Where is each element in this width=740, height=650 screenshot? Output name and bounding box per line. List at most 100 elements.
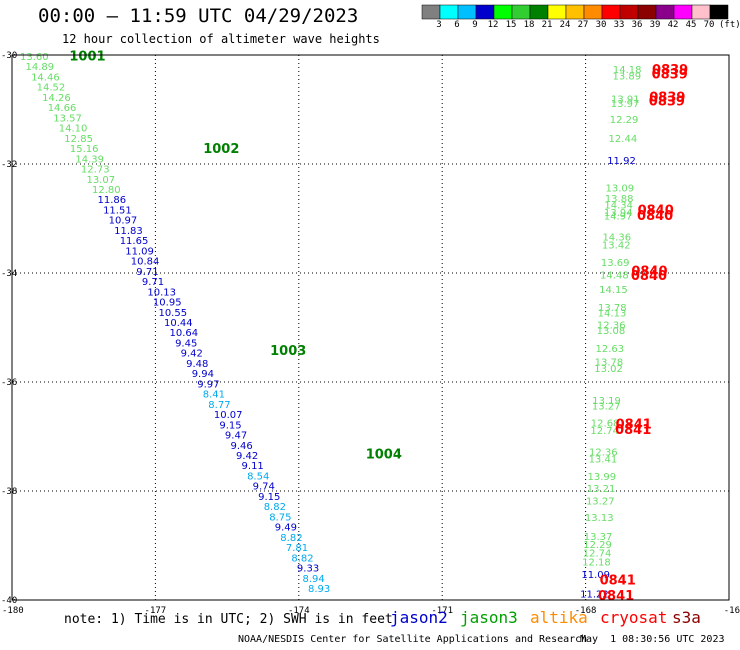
swh-value: 14.26 — [42, 93, 71, 104]
time-label: 0839 — [652, 67, 688, 82]
swh-value: 12.36 — [597, 321, 626, 332]
x-tick-label: -177 — [145, 606, 167, 616]
x-tick-label: -171 — [431, 606, 453, 616]
swh-value: 13.09 — [606, 183, 635, 194]
swh-value: 13.94 — [604, 208, 633, 219]
swh-value: 12.68 — [591, 419, 620, 430]
legend-label: 42 — [667, 20, 679, 30]
legend-swatch — [475, 4, 495, 20]
time-label: 1001 — [69, 49, 105, 64]
time-label: 0841 — [598, 589, 634, 604]
swh-value: 13.41 — [589, 455, 618, 466]
swh-value: 12.80 — [92, 185, 121, 196]
swh-value: 13.57 — [53, 113, 82, 124]
swh-value: 12.29 — [583, 540, 612, 551]
swh-value: 7.81 — [286, 543, 308, 554]
x-tick-label: -168 — [575, 606, 597, 616]
swh-value: 14.36 — [602, 232, 631, 243]
swh-value: 13.13 — [585, 513, 614, 524]
swh-value: 11.09 — [125, 246, 154, 257]
time-label: 0840 — [637, 209, 673, 224]
swh-value: 13.02 — [594, 364, 623, 375]
swh-value: 8.75 — [269, 512, 291, 523]
x-tick-label: -180 — [2, 606, 24, 616]
legend-label: 36 — [631, 20, 643, 30]
swh-value: 13.60 — [20, 52, 49, 63]
swh-value: 14.13 — [598, 309, 627, 320]
swh-value: 14.97 — [604, 212, 633, 223]
legend-swatch — [511, 4, 531, 20]
swh-value: 13.89 — [612, 72, 641, 83]
swh-value: 9.94 — [192, 369, 214, 380]
swh-value: 12.18 — [582, 558, 611, 569]
swh-value: 9.15 — [219, 420, 241, 431]
legend-swatch — [421, 4, 441, 20]
y-tick-label: -40 — [1, 596, 17, 606]
swh-value: 8.54 — [247, 471, 269, 482]
mission-jason2: jason2 — [390, 608, 448, 627]
axis-ticks: -180 -177 -174 -171 -168 -16 -30 -32 -34 -36 -38 -4… — [1, 51, 740, 616]
swh-value: 10.07 — [214, 410, 243, 421]
mission-cryosat: cryosat — [600, 608, 668, 627]
mission-jason3: jason3 — [460, 608, 518, 627]
time-label: 0840 — [631, 265, 667, 280]
time-label: 1004 — [366, 447, 402, 462]
swh-value: 9.71 — [136, 267, 158, 278]
legend-swatch — [457, 4, 477, 20]
legend-swatch — [619, 4, 639, 20]
legend-label: 15 — [505, 20, 517, 30]
swh-value: 10.95 — [153, 298, 182, 309]
y-tick-label: -30 — [1, 51, 17, 61]
y-tick-label: -36 — [1, 378, 17, 388]
swh-value: 13.19 — [592, 396, 621, 407]
x-tick-label: -16 — [724, 606, 740, 616]
swh-value: 10.55 — [158, 308, 187, 319]
legend-swatch — [583, 4, 603, 20]
legend-label: 21 — [541, 20, 553, 30]
swh-value: 8.82 — [280, 533, 302, 544]
time-label: 0841 — [600, 574, 636, 589]
swh-value: 13.42 — [602, 240, 631, 251]
legend-label: 70 — [703, 20, 715, 30]
swh-value: 11.51 — [103, 205, 132, 216]
swh-value: 8.41 — [203, 390, 225, 401]
footer-credit: NOAA/NESDIS Center for Satellite Applica… — [238, 634, 588, 645]
legend-swatch — [601, 4, 621, 20]
swh-value: 13.78 — [595, 358, 624, 369]
time-label: 1002 — [203, 142, 239, 157]
track-1-values: 13.6014.8914.4614.5214.2614.6613.5714.10… — [20, 49, 402, 595]
gridlines — [12, 55, 729, 600]
swh-value: 14.48 — [600, 270, 629, 281]
legend-label: 3 — [436, 20, 442, 30]
swh-value: 13.37 — [584, 532, 613, 543]
legend-swatch — [565, 4, 585, 20]
legend-label: 30 — [595, 20, 607, 30]
x-tick-label: -174 — [288, 606, 310, 616]
swh-value: 9.46 — [230, 441, 252, 452]
legend-swatch — [439, 4, 459, 20]
swh-value: 13.97 — [611, 99, 640, 110]
swh-value: 13.27 — [586, 497, 615, 508]
legend-label: 33 — [613, 20, 625, 30]
swh-value: 11.86 — [98, 195, 127, 206]
swh-value: 11.92 — [607, 156, 636, 167]
legend-label: (ft) — [719, 20, 740, 30]
legend-swatch — [709, 4, 729, 20]
swh-value: 15.16 — [70, 144, 99, 155]
swh-value: 9.11 — [242, 461, 264, 472]
legend-swatch — [637, 4, 657, 20]
swh-value: 8.93 — [308, 584, 330, 595]
swh-value: 14.15 — [599, 285, 628, 296]
note-text: note: 1) Time is in UTC; 2) SWH is in fe… — [64, 612, 393, 627]
y-tick-label: -32 — [1, 160, 17, 170]
swh-value: 11.09 — [581, 570, 610, 581]
footer-date: May 1 08:30:56 UTC 2023 — [580, 634, 725, 645]
swh-value: 13.91 — [611, 94, 640, 105]
swh-value: 12.36 — [589, 448, 618, 459]
swh-value: 12.85 — [64, 134, 93, 145]
swh-value: 9.71 — [142, 277, 164, 288]
legend-swatch — [655, 4, 675, 20]
legend-label: 39 — [649, 20, 661, 30]
